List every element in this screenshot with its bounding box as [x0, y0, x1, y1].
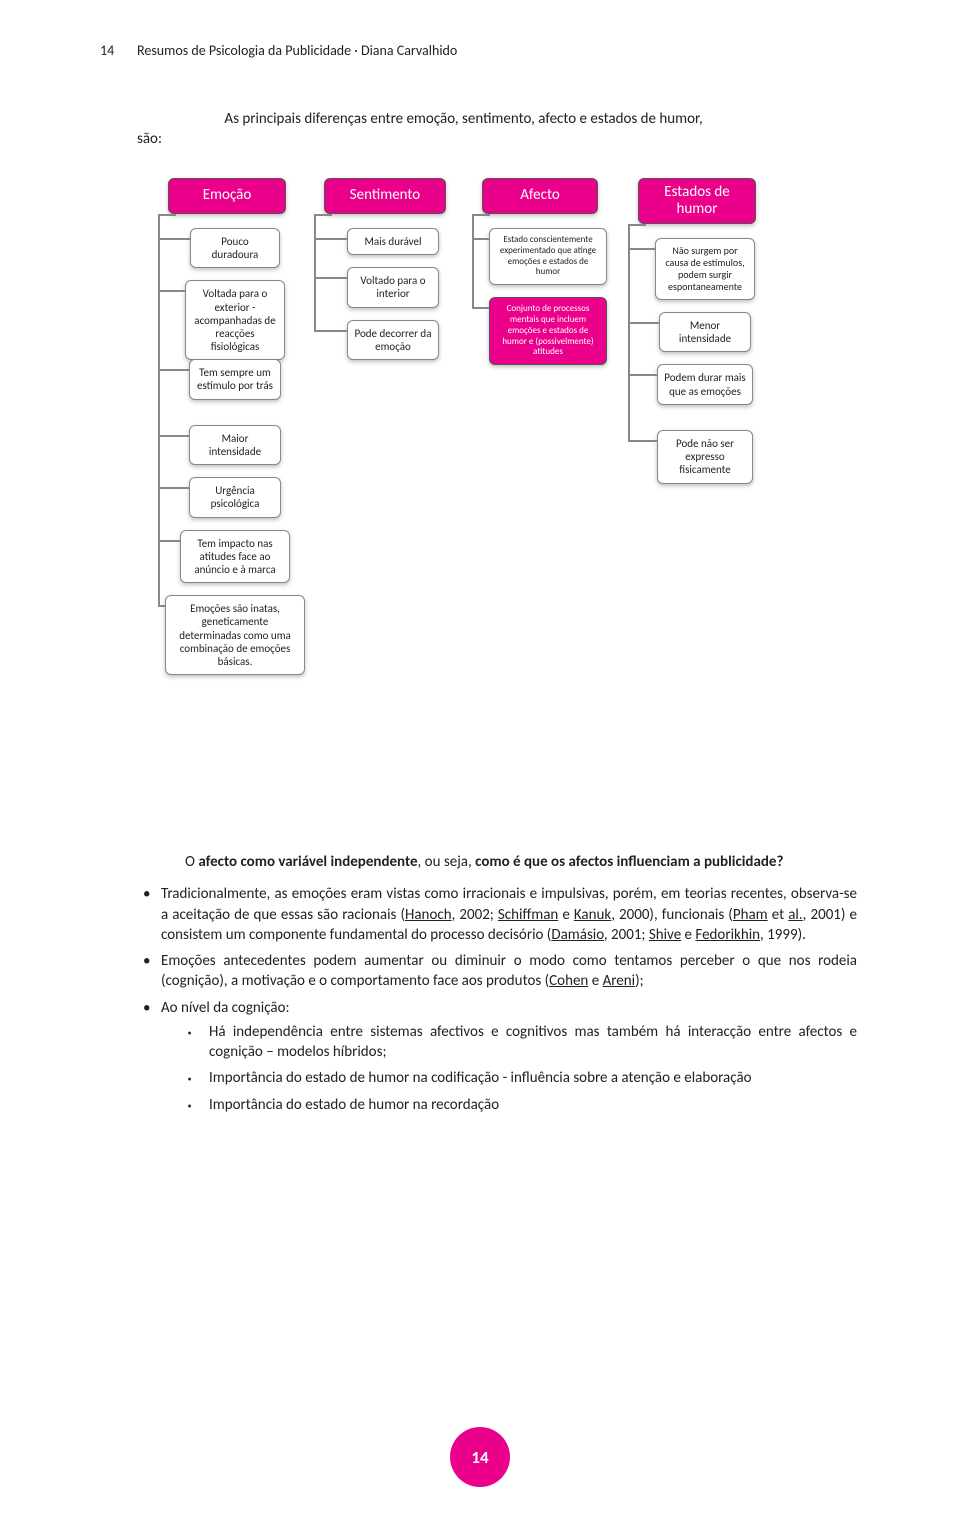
body-text: O afecto como variável independente, ou …	[137, 852, 857, 1121]
hconn	[158, 487, 189, 489]
hconn	[158, 214, 176, 216]
hconn	[158, 605, 165, 607]
hconn	[158, 540, 180, 542]
t: como é que os afectos influenciam a publ…	[475, 853, 783, 871]
node-emocao-0: Pouco duradoura	[190, 228, 280, 268]
hconn	[314, 277, 347, 279]
ref: Damásio	[551, 926, 604, 944]
t: et	[768, 906, 789, 924]
col-header-sentimento: Sentimento	[324, 178, 446, 214]
hconn	[628, 322, 659, 324]
node-emocao-4: Urgência psicológica	[189, 477, 281, 517]
ref: Areni	[603, 972, 636, 990]
comparison-diagram: Emoção Pouco duradoura Voltada para o exte…	[130, 178, 870, 818]
t: Emoções antecedentes podem aumentar ou d…	[161, 952, 857, 990]
hconn	[628, 440, 657, 442]
node-emocao-1: Voltada para o exterior - acompanhadas d…	[185, 280, 285, 360]
page-number-top: 14	[100, 42, 114, 59]
t: e	[588, 972, 602, 990]
hconn	[158, 290, 185, 292]
node-estados-2: Podem durar mais que as emoções	[657, 364, 753, 404]
node-emocao-2: Tem sempre um estímulo por trás	[189, 359, 281, 399]
bullet-1: Tradicionalmente, as emoções eram vistas…	[161, 884, 857, 945]
t: );	[635, 972, 644, 990]
ref: al.	[788, 906, 802, 924]
hconn	[628, 224, 646, 226]
t: , 2001;	[604, 926, 649, 944]
hconn	[158, 238, 190, 240]
node-afecto-1: Conjunto de processos mentais que inclue…	[489, 297, 607, 365]
t: , 1999).	[760, 926, 806, 944]
node-sentimento-1: Voltado para o interior	[347, 267, 439, 307]
spine-afecto	[472, 214, 474, 309]
node-sentimento-2: Pode decorrer da emoção	[347, 320, 439, 360]
node-sentimento-0: Mais durável	[347, 228, 439, 255]
sub-3: Importância do estado de humor na record…	[209, 1095, 857, 1115]
node-afecto-0: Estado conscientemente experimentado que…	[489, 228, 607, 285]
spine-emocao	[158, 214, 160, 607]
page-number-footer: 14	[450, 1427, 510, 1487]
bullet-3: Ao nível da cognição: Há independência e…	[161, 998, 857, 1115]
running-head: Resumos de Psicologia da Publicidade · D…	[137, 42, 457, 59]
node-emocao-3: Maior intensidade	[189, 425, 281, 465]
hconn	[472, 214, 490, 216]
col-header-afecto: Afecto	[482, 178, 598, 214]
hconn	[158, 369, 189, 371]
sub-1: Há independência entre sistemas afectivo…	[209, 1022, 857, 1063]
col-header-estados: Estados de humor	[638, 178, 756, 224]
ref: Fedorikhin	[695, 926, 760, 944]
ref: Kanuk	[574, 906, 611, 924]
node-estados-0: Não surgem por causa de estímulos, podem…	[655, 238, 755, 300]
spine-sentimento	[314, 214, 316, 332]
t: O	[185, 853, 198, 871]
spine-estados	[628, 224, 630, 442]
node-estados-3: Pode não ser expresso fisicamente	[657, 430, 753, 484]
hconn	[628, 374, 657, 376]
t: , 2000), funcionais (	[611, 906, 733, 924]
intro-main: As principais diferenças entre emoção, s…	[224, 110, 702, 128]
t: , ou seja,	[418, 853, 476, 871]
lead-paragraph: O afecto como variável independente, ou …	[137, 852, 857, 872]
hconn	[314, 330, 347, 332]
t: , 2002;	[452, 906, 498, 924]
t: e	[681, 926, 695, 944]
node-estados-1: Menor intensidade	[659, 312, 751, 352]
hconn	[472, 307, 489, 309]
ref: Hanoch	[405, 906, 452, 924]
bullet-2: Emoções antecedentes podem aumentar ou d…	[161, 951, 857, 992]
node-emocao-6: Emoções são inatas, geneticamente determ…	[165, 595, 305, 675]
hconn	[472, 238, 489, 240]
node-emocao-5: Tem impacto nas atitudes face ao anúncio…	[180, 530, 290, 584]
ref: Pham	[733, 906, 768, 924]
t: e	[558, 906, 574, 924]
sub-2: Importância do estado de humor na codifi…	[209, 1068, 857, 1088]
ref: Schiffman	[498, 906, 558, 924]
intro-prefix: são:	[137, 130, 857, 150]
hconn	[158, 435, 189, 437]
t: Ao nível da cognição:	[161, 999, 290, 1017]
t: afecto como variável independente	[198, 853, 417, 871]
hconn	[314, 238, 347, 240]
intro-text: As principais diferenças entre emoção, s…	[137, 110, 857, 149]
col-header-emocao: Emoção	[168, 178, 286, 214]
hconn	[314, 214, 332, 216]
ref: Shive	[649, 926, 681, 944]
ref: Cohen	[549, 972, 588, 990]
hconn	[628, 248, 655, 250]
